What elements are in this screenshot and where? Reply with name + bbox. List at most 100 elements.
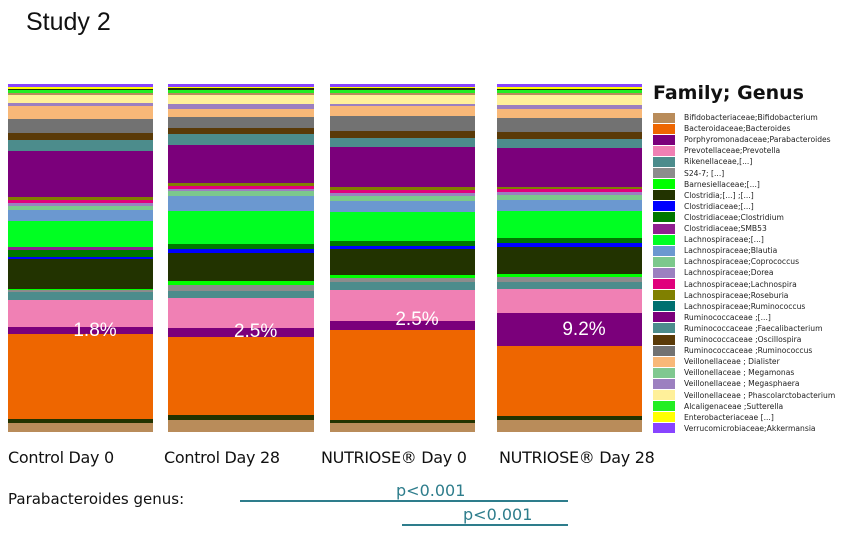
bar-segment [330, 249, 475, 275]
bar-segment [8, 88, 153, 91]
legend-swatch [653, 223, 675, 234]
bar-segment [330, 187, 475, 190]
legend-swatch [653, 401, 675, 412]
legend-label: Lachnospiraceae;Coprococcus [684, 257, 800, 267]
bar-segment [497, 281, 642, 289]
bar-segment [330, 130, 475, 138]
legend-label: Porphyromonadaceae;Parabacteroides [684, 135, 831, 145]
bar-segment [168, 117, 314, 129]
bar-segment [497, 90, 642, 94]
legend-label: Veillonellaceae ; Megasphaera [684, 379, 800, 389]
legend-label: Ruminococcaceae ;[...] [684, 312, 771, 322]
bar-segment [330, 94, 475, 104]
bar-segment [8, 205, 153, 211]
stacked-bar-2 [168, 84, 314, 432]
bar-segment [330, 103, 475, 107]
parabacteroides-percent-label: 2.5% [395, 308, 439, 330]
significance-line-1 [240, 500, 568, 502]
bar-segment [8, 220, 153, 248]
bar-segment [497, 95, 642, 105]
legend-label: Bifidobacteriaceae;Bifidobacterium [684, 113, 818, 122]
bar-segment [497, 415, 642, 421]
legend-item: Veillonellaceae ; Megamonas [653, 367, 794, 378]
bar-segment [168, 191, 314, 197]
bar-segment [8, 202, 153, 206]
legend-label: Enterobacteriaceae [...] [684, 412, 774, 422]
legend-swatch [653, 290, 675, 301]
legend-item: Ruminococcaceae ;Oscillospira [653, 334, 801, 345]
bar-segment [497, 273, 642, 277]
bar-segment [8, 419, 153, 423]
legend-item: Clostridiaceae;SMB53 [653, 223, 767, 234]
legend-item: Alcaligenaceae ;Sutterella [653, 401, 783, 412]
bar-segment [8, 200, 153, 203]
bar-segment [168, 280, 314, 285]
legend-swatch [653, 423, 675, 434]
parabacteroides-percent-label: 2.5% [233, 321, 278, 343]
bar-segment [497, 132, 642, 140]
bar-segment [8, 300, 153, 328]
legend-label: Bacteroidaceae;Bacteroides [684, 124, 791, 134]
bar-segment [330, 277, 475, 283]
bar-segment [8, 210, 153, 221]
legend-swatch [653, 145, 675, 156]
legend-label: Verrucomicrobiaceae;Akkermansia [684, 423, 816, 433]
legend-item: Clostridia;[...] ;[...] [653, 190, 754, 201]
legend-label: Veillonellaceae ; Phascolarctobacterium [684, 390, 836, 400]
bar-segment [497, 276, 642, 282]
bar-segment [168, 145, 314, 183]
bar-segment [8, 102, 153, 107]
legend-label: Clostridiaceae;SMB53 [684, 224, 767, 233]
bar-segment [8, 256, 153, 260]
bar-segment [168, 336, 314, 416]
bar-segment [497, 313, 642, 346]
stacked-bar-1 [8, 84, 153, 432]
bar-segment [497, 148, 642, 187]
legend-item: Lachnospiraceae;Blautia [653, 245, 777, 256]
legend-label: Prevotellaceae;Prevotella [684, 146, 781, 156]
bar-segment [8, 118, 153, 133]
bar-segment [497, 211, 642, 238]
legend-swatch [653, 378, 675, 389]
legend-label: Ruminococcaceae ;Faecalibacterium [684, 323, 823, 333]
legend-swatch [653, 312, 675, 323]
bar-segment [330, 422, 475, 432]
legend-swatch [653, 323, 675, 334]
legend-swatch [653, 412, 675, 423]
bar-segment [330, 330, 475, 420]
bar-segment [497, 139, 642, 149]
legend-label: Ruminococcaceae ;Oscillospira [684, 335, 802, 344]
legend-swatch [653, 390, 675, 400]
bar-segment [8, 334, 153, 420]
legend-item: Lachnospiraceae;Lachnospira [653, 279, 797, 290]
legend-label: Veillonellaceae ; Dialister [684, 357, 780, 367]
legend-item: Ruminococcaceae ;[...] [653, 312, 771, 323]
bar-segment [168, 89, 314, 93]
bar-segment [168, 196, 314, 211]
p-value-2: p<0.001 [463, 505, 533, 524]
bar-segment [8, 292, 153, 301]
bar-segment [168, 88, 314, 90]
bar-segment [168, 419, 314, 432]
legend-swatch [653, 134, 675, 145]
bar-segment [168, 92, 314, 95]
legend-label: Rikenellaceae,[...] [684, 157, 753, 167]
bar-segment [8, 139, 153, 152]
bar-segment [497, 192, 642, 196]
legend-label: Lachnospiraceae;Blautia [684, 246, 778, 256]
bar-segment [330, 200, 475, 212]
legend-label: Lachnospiraceae;Lachnospira [684, 279, 797, 289]
bar-segment [330, 146, 475, 188]
bar-segment [8, 247, 153, 250]
legend-item: Bacteroidaceae;Bacteroides [653, 123, 790, 134]
legend-label: Clostridiaceae;Clostridium [684, 212, 784, 222]
bar-segment [168, 186, 314, 189]
x-label-control-day-28: Control Day 28 [164, 448, 280, 467]
legend-item: Lachnospiraceae;Dorea [653, 267, 774, 278]
legend-label: Lachnospiraceae;Ruminococcus [684, 301, 806, 311]
legend-swatch [653, 267, 675, 278]
bar-segment [168, 188, 314, 192]
legend-swatch [653, 367, 675, 378]
legend-label: Veillonellaceae ; Megamonas [684, 368, 795, 378]
